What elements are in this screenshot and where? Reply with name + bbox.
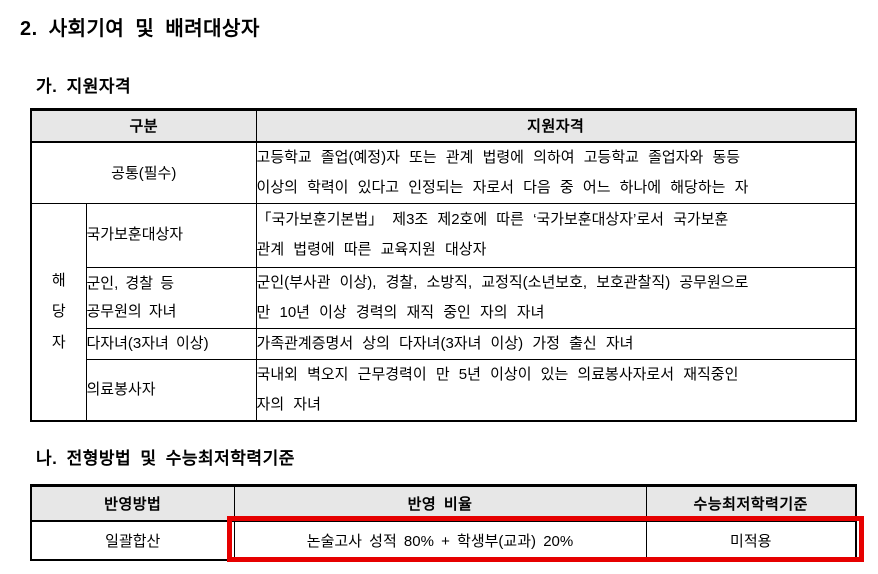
cell-multichild-text: 가족관계증명서 상의 다자녀(3자녀 이상) 가정 출신 자녀: [255, 327, 857, 360]
section-title-eligibility: 가. 지원자격: [36, 77, 132, 96]
section-title-method: 나. 전형방법 및 수능최저학력기준: [36, 449, 295, 468]
cell-ratio-value: 논술고사 성적 80% + 학생부(교과) 20%: [233, 520, 647, 560]
label-line: 다자녀(3자녀 이상): [86, 334, 209, 352]
cell-medical-label: 의료봉사자: [85, 358, 257, 421]
cell-common-label: 공통(필수): [30, 141, 257, 204]
text-line: 가족관계증명서 상의 다자녀(3자녀 이상) 가정 출신 자녀: [256, 334, 634, 352]
text-line: 국내외 벽오지 근무경력이 만 5년 이상이 있는 의료봉사자로서 재직중인: [256, 365, 739, 383]
method-table: 반영방법 반영 비율 수능최저학력기준 일괄합산 논술고사 성적 80% + 학…: [30, 484, 857, 561]
cell-common-text: 고등학교 졸업(예정)자 또는 관계 법령에 의하여 고등학교 졸업자와 동등 …: [255, 141, 857, 204]
eligibility-table: 구분 지원자격 공통(필수) 고등학교 졸업(예정)자 또는 관계 법령에 의하…: [30, 108, 858, 422]
header-cell-csat-minimum: 수능최저학력기준: [645, 485, 857, 522]
eligibility-table-header-row: 구분 지원자격: [30, 109, 857, 143]
cell-group-label-vertical: 해 당 자: [30, 202, 87, 421]
text-line: 이상의 학력이 있다고 인정되는 자로서 다음 중 어느 하나에 해당하는 자: [256, 178, 749, 196]
text-line: 관계 법령에 따른 교육지원 대상자: [256, 241, 487, 258]
cell-military-label: 군인, 경찰 등 공무원의 자녀: [85, 266, 257, 329]
label-line: 군인, 경찰 등: [86, 274, 175, 292]
label-line: 의료봉사자: [86, 380, 156, 398]
cell-method-value: 일괄합산: [30, 520, 235, 560]
group-label-char: 당: [51, 303, 66, 320]
document-title: 2. 사회기여 및 배려대상자: [20, 18, 260, 40]
text-line: 고등학교 졸업(예정)자 또는 관계 법령에 의하여 고등학교 졸업자와 동등: [256, 148, 741, 166]
header-cell-qualification: 지원자격: [255, 109, 857, 143]
group-label-char: 자: [51, 334, 66, 351]
cell-military-text: 군인(부사관 이상), 경찰, 소방직, 교정직(소년보호, 보호관찰직) 공무…: [255, 266, 857, 329]
header-cell-method: 반영방법: [30, 485, 235, 522]
cell-veterans-label: 국가보훈대상자: [85, 202, 257, 268]
method-table-header-row: 반영방법 반영 비율 수능최저학력기준: [30, 485, 857, 522]
label-line: 공무원의 자녀: [86, 302, 177, 320]
label-line: 국가보훈대상자: [86, 226, 184, 243]
table-row-common: 공통(필수) 고등학교 졸업(예정)자 또는 관계 법령에 의하여 고등학교 졸…: [30, 141, 857, 204]
header-cell-ratio: 반영 비율: [233, 485, 647, 522]
cell-multichild-label: 다자녀(3자녀 이상): [85, 327, 257, 360]
method-table-data-row: 일괄합산 논술고사 성적 80% + 학생부(교과) 20% 미적용: [30, 520, 857, 560]
text-line: 만 10년 이상 경력의 재직 중인 자의 자녀: [256, 303, 545, 321]
text-line: 군인(부사관 이상), 경찰, 소방직, 교정직(소년보호, 보호관찰직) 공무…: [256, 273, 749, 291]
table-row-veterans: 해 당 자 국가보훈대상자 「국가보훈기본법」 제3조 제2호에 따른 ‘국가보…: [30, 202, 857, 421]
group-label-char: 해: [51, 272, 66, 289]
cell-veterans-text: 「국가보훈기본법」 제3조 제2호에 따른 ‘국가보훈대상자’로서 국가보훈 관…: [255, 202, 857, 268]
table-row-military-police: 군인, 경찰 등 공무원의 자녀 군인(부사관 이상), 경찰, 소방직, 교정…: [31, 266, 857, 329]
cell-medical-text: 국내외 벽오지 근무경력이 만 5년 이상이 있는 의료봉사자로서 재직중인 자…: [255, 358, 857, 421]
cell-csat-minimum-value: 미적용: [645, 520, 857, 560]
table-row-medical-volunteer: 의료봉사자 국내외 벽오지 근무경력이 만 5년 이상이 있는 의료봉사자로서 …: [31, 358, 857, 421]
header-cell-category: 구분: [30, 109, 257, 143]
table-row-multichild: 다자녀(3자녀 이상) 가족관계증명서 상의 다자녀(3자녀 이상) 가정 출신…: [31, 327, 857, 360]
text-line: 자의 자녀: [256, 395, 321, 413]
text-line: 「국가보훈기본법」 제3조 제2호에 따른 ‘국가보훈대상자’로서 국가보훈: [256, 211, 729, 228]
